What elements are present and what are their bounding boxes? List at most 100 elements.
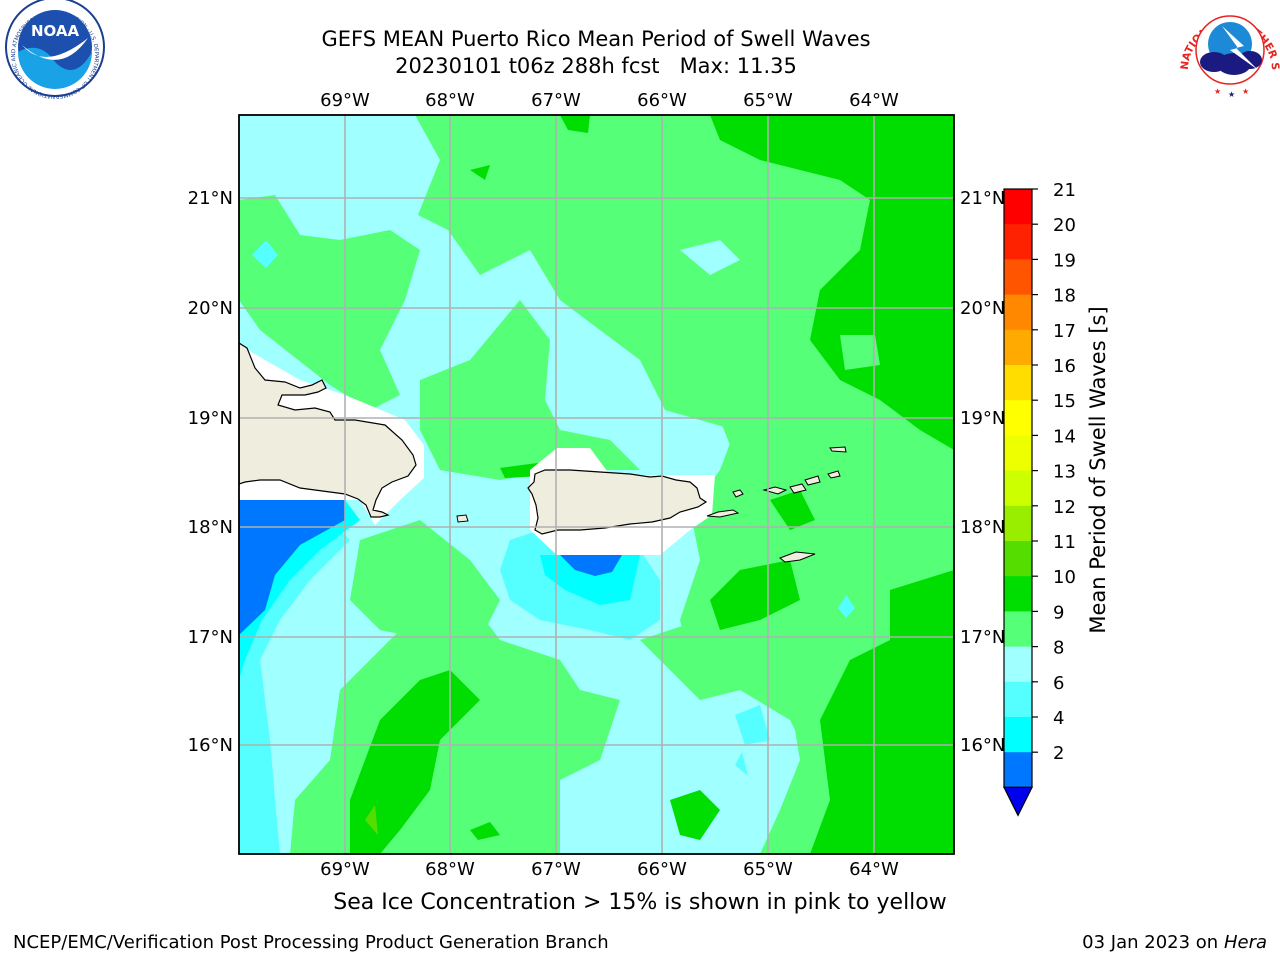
lon-label-bottom: 69°W bbox=[320, 859, 370, 880]
colorbar-swatch bbox=[1004, 259, 1032, 296]
swell-zone-9-10-south bbox=[350, 520, 500, 640]
land-st-croix bbox=[779, 551, 816, 563]
lat-label-right: 16°N bbox=[960, 735, 1005, 756]
swell-zone-6-8-small1 bbox=[735, 705, 770, 745]
svg-text:★: ★ bbox=[1228, 90, 1235, 99]
noaa-logo-text: NOAA bbox=[31, 22, 80, 40]
swell-zone-4-6-pr bbox=[540, 555, 640, 605]
map-title-line1: GEFS MEAN Puerto Rico Mean Period of Swe… bbox=[321, 27, 871, 51]
colorbar-swatch bbox=[1004, 329, 1032, 366]
swell-zone-10-11-e2 bbox=[770, 490, 815, 530]
swell-zone-6-8-small2 bbox=[252, 240, 278, 268]
colorbar-tick-label: 11 bbox=[1053, 532, 1076, 553]
colorbar-tick-label: 10 bbox=[1053, 567, 1076, 588]
lat-label-right: 18°N bbox=[960, 517, 1005, 538]
swell-zone-10-11-se bbox=[810, 570, 954, 854]
lat-label-left: 18°N bbox=[188, 517, 233, 538]
colorbar-tick-label: 17 bbox=[1053, 321, 1076, 342]
swell-zone-9-10-central bbox=[420, 300, 640, 480]
map-title-line2: 20230101 t06z 288h fcst Max: 11.35 bbox=[395, 54, 797, 78]
sea-ice-note: Sea Ice Concentration > 15% is shown in … bbox=[333, 890, 947, 915]
swell-zone-9-10-north bbox=[239, 195, 420, 410]
land-st-thomas bbox=[762, 486, 788, 495]
swell-zone-2-4-pr bbox=[560, 555, 622, 576]
colorbar-swatch bbox=[1004, 717, 1032, 753]
colorbar-swatch bbox=[1004, 611, 1032, 648]
colorbar-tick-label: 21 bbox=[1053, 180, 1076, 201]
colorbar-swatch bbox=[1004, 224, 1032, 260]
swell-zone-2-4 bbox=[239, 500, 345, 635]
colorbar-swatch bbox=[1004, 505, 1032, 542]
lon-label-top: 66°W bbox=[637, 90, 687, 111]
lon-label-bottom: 68°W bbox=[425, 859, 475, 880]
land-mona bbox=[456, 514, 469, 523]
colorbar-tick-label: 2 bbox=[1053, 743, 1064, 764]
footer-branch: NCEP/EMC/Verification Post Processing Pr… bbox=[13, 932, 609, 953]
swell-zone-10-11-n2 bbox=[470, 165, 490, 180]
swell-zone-6-8-small4 bbox=[735, 752, 748, 776]
lat-label-left: 17°N bbox=[188, 627, 233, 648]
swell-zone-10-11-s2 bbox=[470, 822, 500, 840]
map-gridlines bbox=[239, 115, 954, 854]
footer-machine: Hera bbox=[1223, 932, 1267, 953]
lat-label-right: 20°N bbox=[960, 298, 1005, 319]
lon-label-top: 64°W bbox=[849, 90, 899, 111]
lon-label-bottom: 64°W bbox=[849, 859, 899, 880]
land-culebra bbox=[732, 489, 744, 498]
land-tortola bbox=[804, 475, 821, 486]
lon-label-top: 67°W bbox=[531, 90, 581, 111]
lon-label-top: 69°W bbox=[320, 90, 370, 111]
colorbar-tick-label: 12 bbox=[1053, 497, 1076, 518]
colorbar-frame bbox=[1003, 188, 1033, 789]
noaa-logo: NATIONAL OCEANIC AND ATMOSPHERIC ADMINIS… bbox=[0, 0, 105, 99]
lat-label-right: 21°N bbox=[960, 188, 1005, 209]
lon-label-bottom: 65°W bbox=[743, 859, 793, 880]
land-vieques bbox=[706, 509, 740, 518]
colorbar-tick-label: 19 bbox=[1053, 250, 1076, 271]
colorbar-swatch bbox=[1004, 576, 1032, 612]
swell-zone-11-12 bbox=[365, 805, 378, 835]
lon-label-top: 68°W bbox=[425, 90, 475, 111]
colorbar-swatch bbox=[1004, 752, 1032, 788]
swell-zone-10-11-n bbox=[560, 115, 590, 133]
land-virgin-gorda bbox=[827, 470, 841, 479]
colorbar-swatch bbox=[1004, 365, 1032, 401]
colorbar-swatch bbox=[1004, 435, 1032, 472]
lon-label-bottom: 66°W bbox=[637, 859, 687, 880]
swell-zone-10-11-e bbox=[710, 560, 800, 630]
footer-date-text: 03 Jan 2023 on bbox=[1082, 932, 1224, 953]
colorbar-swatch bbox=[1004, 681, 1032, 718]
colorbar-tick-label: 14 bbox=[1053, 426, 1076, 447]
lat-label-left: 16°N bbox=[188, 735, 233, 756]
lat-label-left: 21°N bbox=[188, 188, 233, 209]
colorbar-under-arrow bbox=[1003, 786, 1033, 817]
colorbar-tick-label: 4 bbox=[1053, 708, 1064, 729]
colorbar-swatch bbox=[1004, 470, 1032, 507]
swell-zone-6-8-small3 bbox=[838, 595, 855, 618]
lon-label-top: 65°W bbox=[743, 90, 793, 111]
land-st-john bbox=[789, 483, 807, 494]
colorbar-tick-label: 18 bbox=[1053, 286, 1076, 307]
colorbar-swatch bbox=[1004, 646, 1032, 683]
swell-zone-10-11-sw bbox=[350, 670, 480, 854]
lat-label-left: 19°N bbox=[188, 408, 233, 429]
colorbar-tick-label: 15 bbox=[1053, 391, 1076, 412]
colorbar-label: Mean Period of Swell Waves [s] bbox=[1086, 306, 1110, 633]
lat-label-right: 19°N bbox=[960, 408, 1005, 429]
colorbar-tick-label: 16 bbox=[1053, 356, 1076, 377]
map-frame bbox=[238, 114, 955, 855]
colorbar-tick-label: 20 bbox=[1053, 215, 1076, 236]
svg-text:★: ★ bbox=[1214, 87, 1221, 96]
map-area bbox=[239, 115, 954, 854]
colorbar-tick-label: 6 bbox=[1053, 673, 1064, 694]
lat-label-right: 17°N bbox=[960, 627, 1005, 648]
svg-text:★: ★ bbox=[1242, 87, 1249, 96]
land-hispaniola bbox=[239, 342, 417, 518]
swell-zone-10-11-s bbox=[670, 790, 720, 840]
colorbar-tick-label: 13 bbox=[1053, 462, 1076, 483]
colorbar-swatch bbox=[1004, 189, 1032, 225]
swell-zone-9-10-ne-hole bbox=[840, 335, 880, 370]
colorbar: 21 20 19 18 17 16 15 14 13 12 11 10 9 8 6 4 2 bbox=[1003, 180, 1076, 817]
colorbar-swatch bbox=[1004, 400, 1032, 436]
nws-logo: NATIONAL WEATHER SERVICE ★ ★ ★ bbox=[0, 0, 1280, 99]
